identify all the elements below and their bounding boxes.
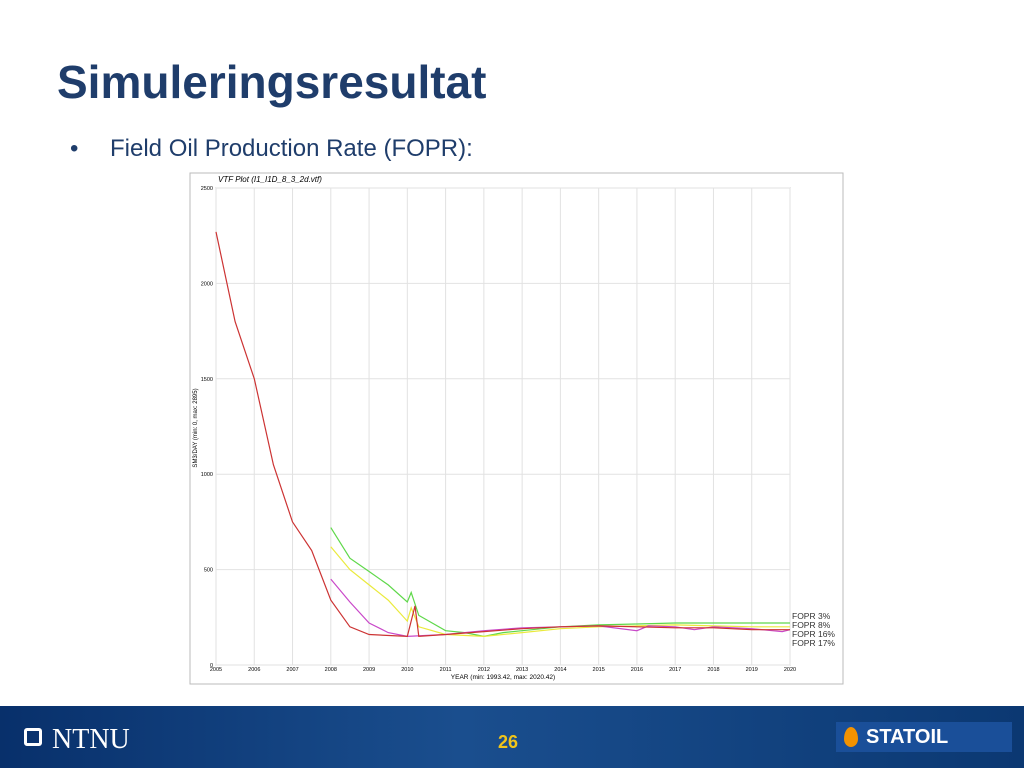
x-tick-label: 2012 xyxy=(478,667,490,673)
legend-label: FOPR 16% xyxy=(792,629,835,639)
x-tick-label: 2011 xyxy=(440,667,452,673)
statoil-logo: STATOIL xyxy=(836,722,1012,752)
legend-label: FOPR 8% xyxy=(792,620,831,630)
x-tick-label: 2010 xyxy=(401,667,413,673)
x-tick-label: 2014 xyxy=(554,667,566,673)
ntnu-icon xyxy=(24,728,42,746)
x-tick-label: 2020 xyxy=(784,667,796,673)
bullet-marker: • xyxy=(70,135,79,162)
x-tick-label: 2006 xyxy=(248,667,260,673)
y-tick-label: 2000 xyxy=(201,281,213,287)
x-tick-label: 2013 xyxy=(516,667,528,673)
x-tick-label: 2019 xyxy=(746,667,758,673)
y-tick-label: 1000 xyxy=(201,472,213,478)
slide-title: Simuleringsresultat xyxy=(57,56,487,108)
x-tick-label: 2009 xyxy=(363,667,375,673)
x-tick-label: 2015 xyxy=(593,667,605,673)
y-tick-label: 1500 xyxy=(201,377,213,383)
x-tick-label: 2017 xyxy=(669,667,681,673)
series-line xyxy=(330,546,790,638)
x-tick-label: 2008 xyxy=(325,667,337,673)
flame-icon xyxy=(844,727,858,747)
y-axis-label: SM3/DAY (min: 0, max: 2895) xyxy=(193,388,199,467)
y-tick-label: 0 xyxy=(210,663,213,669)
chart-frame xyxy=(189,172,844,685)
y-tick-label: 500 xyxy=(204,568,213,574)
legend-label: FOPR 3% xyxy=(792,611,831,621)
page-number: 26 xyxy=(498,732,519,752)
bullet-text: Field Oil Production Rate (FOPR): xyxy=(110,135,473,162)
chart-title: VTF Plot (I1_I1D_8_3_2d.vtf) xyxy=(218,175,322,184)
legend-label: FOPR 17% xyxy=(792,638,835,648)
ntnu-logo: NTNU xyxy=(52,724,130,755)
x-tick-label: 2018 xyxy=(707,667,719,673)
footer: NTNU 26 STATOIL xyxy=(0,706,1024,768)
x-axis-label: YEAR (min: 1993.42, max: 2020.42) xyxy=(451,674,555,681)
series-line xyxy=(215,231,790,638)
statoil-text: STATOIL xyxy=(866,726,949,748)
x-tick-label: 2005 xyxy=(210,667,222,673)
y-tick-label: 2500 xyxy=(201,186,213,192)
x-tick-label: 2007 xyxy=(286,667,298,673)
x-tick-label: 2016 xyxy=(631,667,643,673)
chart: VTF Plot (I1_I1D_8_3_2d.vtf) SM3/DAY (mi… xyxy=(189,172,844,685)
